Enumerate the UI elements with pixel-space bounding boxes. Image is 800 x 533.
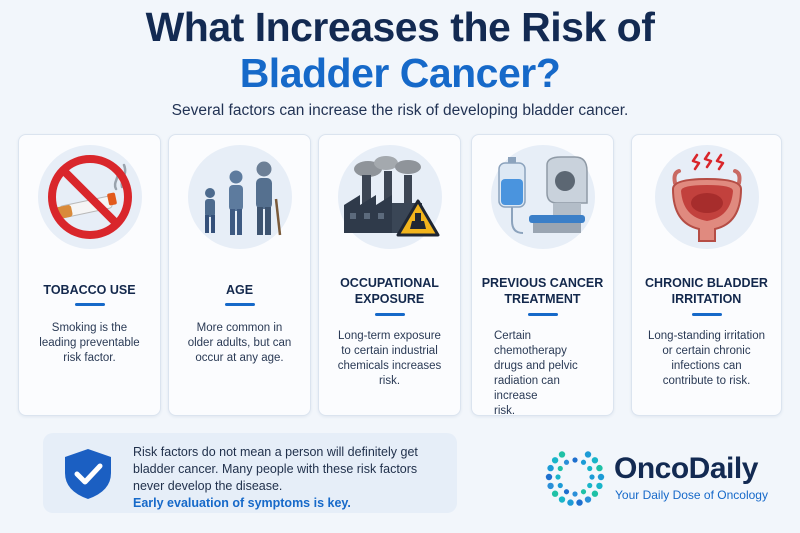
dotted-circle-logo-icon <box>545 451 605 506</box>
desc-line: chemicals increases risk. <box>337 360 442 387</box>
logo-dot <box>551 490 559 497</box>
desc-line: to certain industrial <box>341 345 438 357</box>
brand-tagline: Your Daily Dose of Oncology <box>615 488 768 502</box>
risk-factor-cards: TOBACCO USE Smoking is the leading preve… <box>18 134 782 419</box>
card-chronic-bladder-irritation: CHRONIC BLADDER IRRITATION Long-standing… <box>631 134 782 416</box>
logo-dot <box>555 474 561 480</box>
logo-dot <box>567 499 574 506</box>
age-progression-icon <box>187 145 292 249</box>
card-description: Certain chemotherapy drugs and pelvic ra… <box>472 329 613 419</box>
card-tobacco-use: TOBACCO USE Smoking is the leading preve… <box>18 134 161 416</box>
desc-line: risk factor. <box>63 352 116 364</box>
brand-block: OncoDaily Your Daily Dose of Oncology <box>544 446 784 506</box>
card-title-line: EXPOSURE <box>354 292 425 306</box>
title-underline <box>374 313 405 316</box>
desc-line: Long-standing irritation <box>648 330 765 342</box>
logo-dot <box>547 464 554 472</box>
card-title-line: AGE <box>225 283 254 297</box>
logo-dot <box>580 489 587 495</box>
desc-line: contribute to risk. <box>662 375 751 387</box>
shield-check-icon <box>65 449 111 499</box>
logo-dot <box>557 465 563 472</box>
logo-dot <box>563 459 570 465</box>
desc-line: radiation can increase <box>494 375 560 402</box>
card-title: CHRONIC BLADDER IRRITATION <box>632 275 781 307</box>
card-title-line: CHRONIC BLADDER <box>645 276 768 290</box>
card-title-line: IRRITATION <box>671 292 742 306</box>
logo-dot <box>589 474 595 480</box>
logo-dot <box>563 489 570 495</box>
title-underline <box>74 303 105 306</box>
card-description: Long-standing irritation or certain chro… <box>632 329 781 389</box>
desc-line: occur at any age. <box>195 352 284 364</box>
disclaimer-note: Risk factors do not mean a person will d… <box>43 433 457 513</box>
logo-dot <box>591 490 599 497</box>
title-underline <box>527 313 558 316</box>
desc-line: Certain chemotherapy <box>494 330 567 357</box>
card-title: PREVIOUS CANCER TREATMENT <box>472 275 613 307</box>
logo-dot <box>547 482 554 490</box>
note-line: Risk factors do not mean a person will d… <box>133 445 418 459</box>
desc-line: Long-term exposure <box>338 330 441 342</box>
iv-radiation-icon <box>490 145 595 249</box>
note-line: bladder cancer. Many people with these r… <box>133 462 418 476</box>
desc-line: or certain chronic <box>662 345 751 357</box>
title-underline <box>224 303 255 306</box>
desc-line: drugs and pelvic <box>494 360 578 372</box>
desc-line: More common in <box>196 322 283 334</box>
brand-name: OncoDaily <box>614 452 758 485</box>
card-title: AGE <box>169 282 310 298</box>
card-title-line: PREVIOUS CANCER <box>481 276 604 290</box>
desc-line: older adults, but can <box>187 337 292 349</box>
card-previous-cancer-treatment: PREVIOUS CANCER TREATMENT Certain chemot… <box>471 134 614 419</box>
desc-line: leading preventable <box>39 337 140 349</box>
card-title: OCCUPATIONAL EXPOSURE <box>319 275 460 307</box>
title-line-2: Bladder Cancer? <box>239 50 561 96</box>
card-occupational-exposure: OCCUPATIONAL EXPOSURE Long-term exposure… <box>318 134 461 416</box>
note-text: Risk factors do not mean a person will d… <box>133 444 453 512</box>
page-title: What Increases the Risk of Bladder Cance… <box>0 4 800 96</box>
logo-dot <box>557 482 563 489</box>
logo-dot <box>596 482 603 490</box>
logo-dot <box>558 451 566 458</box>
title-underline <box>691 313 722 316</box>
card-title-line: OCCUPATIONAL <box>340 276 439 290</box>
logo-dot <box>591 457 599 464</box>
logo-dot <box>597 473 605 481</box>
card-description: More common in older adults, but can occ… <box>169 321 310 366</box>
note-line: never develop the disease. <box>133 479 283 493</box>
desc-line: Smoking is the <box>51 322 128 334</box>
logo-dot <box>572 491 578 497</box>
logo-dot <box>596 464 603 472</box>
logo-dot <box>576 499 583 506</box>
desc-line: infections can <box>671 360 742 372</box>
title-line-1: What Increases the Risk of <box>145 4 655 50</box>
logo-dot <box>584 451 592 458</box>
no-smoking-icon <box>37 145 142 249</box>
page-subtitle: Several factors can increase the risk of… <box>171 102 629 119</box>
logo-dot <box>584 496 592 503</box>
card-description: Smoking is the leading preventable risk … <box>19 321 160 366</box>
card-title: TOBACCO USE <box>19 282 160 298</box>
logo-dot <box>551 457 559 464</box>
card-description: Long-term exposure to certain industrial… <box>319 329 460 389</box>
irritated-bladder-icon <box>654 145 759 249</box>
logo-dot <box>587 482 593 489</box>
logo-dot <box>572 457 578 463</box>
card-title-line: TOBACCO USE <box>43 283 136 297</box>
card-age: AGE More common in older adults, but can… <box>168 134 311 416</box>
note-emphasis: Early evaluation of symptoms is key. <box>133 496 351 510</box>
logo-dot <box>587 465 593 472</box>
logo-dot <box>545 473 553 481</box>
card-title-line: TREATMENT <box>504 292 581 306</box>
logo-dot <box>558 496 566 503</box>
logo-dot <box>580 459 587 465</box>
factory-hazard-icon <box>337 145 442 249</box>
desc-line: risk. <box>494 405 516 417</box>
